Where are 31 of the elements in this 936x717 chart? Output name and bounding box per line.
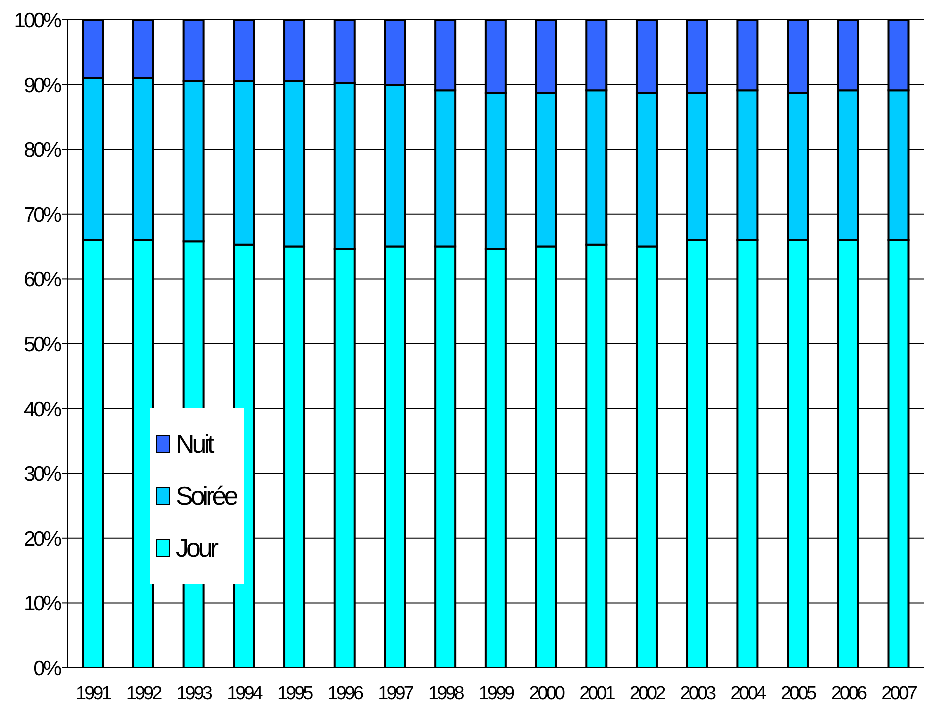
y-tick-label: 40% <box>24 398 62 422</box>
y-tick-label: 100% <box>14 9 62 32</box>
x-tick-label: 1998 <box>428 683 464 704</box>
y-tick-label: 20% <box>24 528 62 551</box>
x-tick-label: 2000 <box>529 683 565 704</box>
x-tick-label: 2003 <box>680 683 716 704</box>
y-tick-label: 30% <box>24 463 62 486</box>
x-tick-label: 1996 <box>328 683 364 704</box>
x-tick-label: 1992 <box>126 683 162 704</box>
x-tick-label: 1993 <box>176 683 212 704</box>
y-tick-label: 10% <box>24 592 62 616</box>
y-tick-label: 70% <box>24 204 62 227</box>
x-tick-label: 2004 <box>730 683 768 704</box>
y-tick-label: 90% <box>24 74 62 98</box>
x-tick-label: 2002 <box>630 683 666 704</box>
legend-label: Soirée <box>176 480 236 512</box>
x-tick-label: 2001 <box>580 683 616 704</box>
y-tick-label: 60% <box>24 268 62 292</box>
x-tick-label: 2007 <box>882 683 918 704</box>
y-tick-label: 0% <box>34 657 62 680</box>
legend-label: Nuit <box>176 428 212 460</box>
x-tick-label: 2006 <box>831 683 868 704</box>
x-tick-label: 1991 <box>76 683 112 704</box>
legend-label: Jour <box>176 532 217 564</box>
x-tick-label: 1999 <box>478 683 515 704</box>
y-tick-label: 50% <box>24 333 62 356</box>
y-tick-label: 80% <box>24 139 62 162</box>
x-tick-label: 2005 <box>780 683 817 704</box>
x-tick-label: 1994 <box>227 683 264 704</box>
x-tick-label: 1997 <box>378 683 414 704</box>
x-tick-label: 1995 <box>277 683 314 704</box>
